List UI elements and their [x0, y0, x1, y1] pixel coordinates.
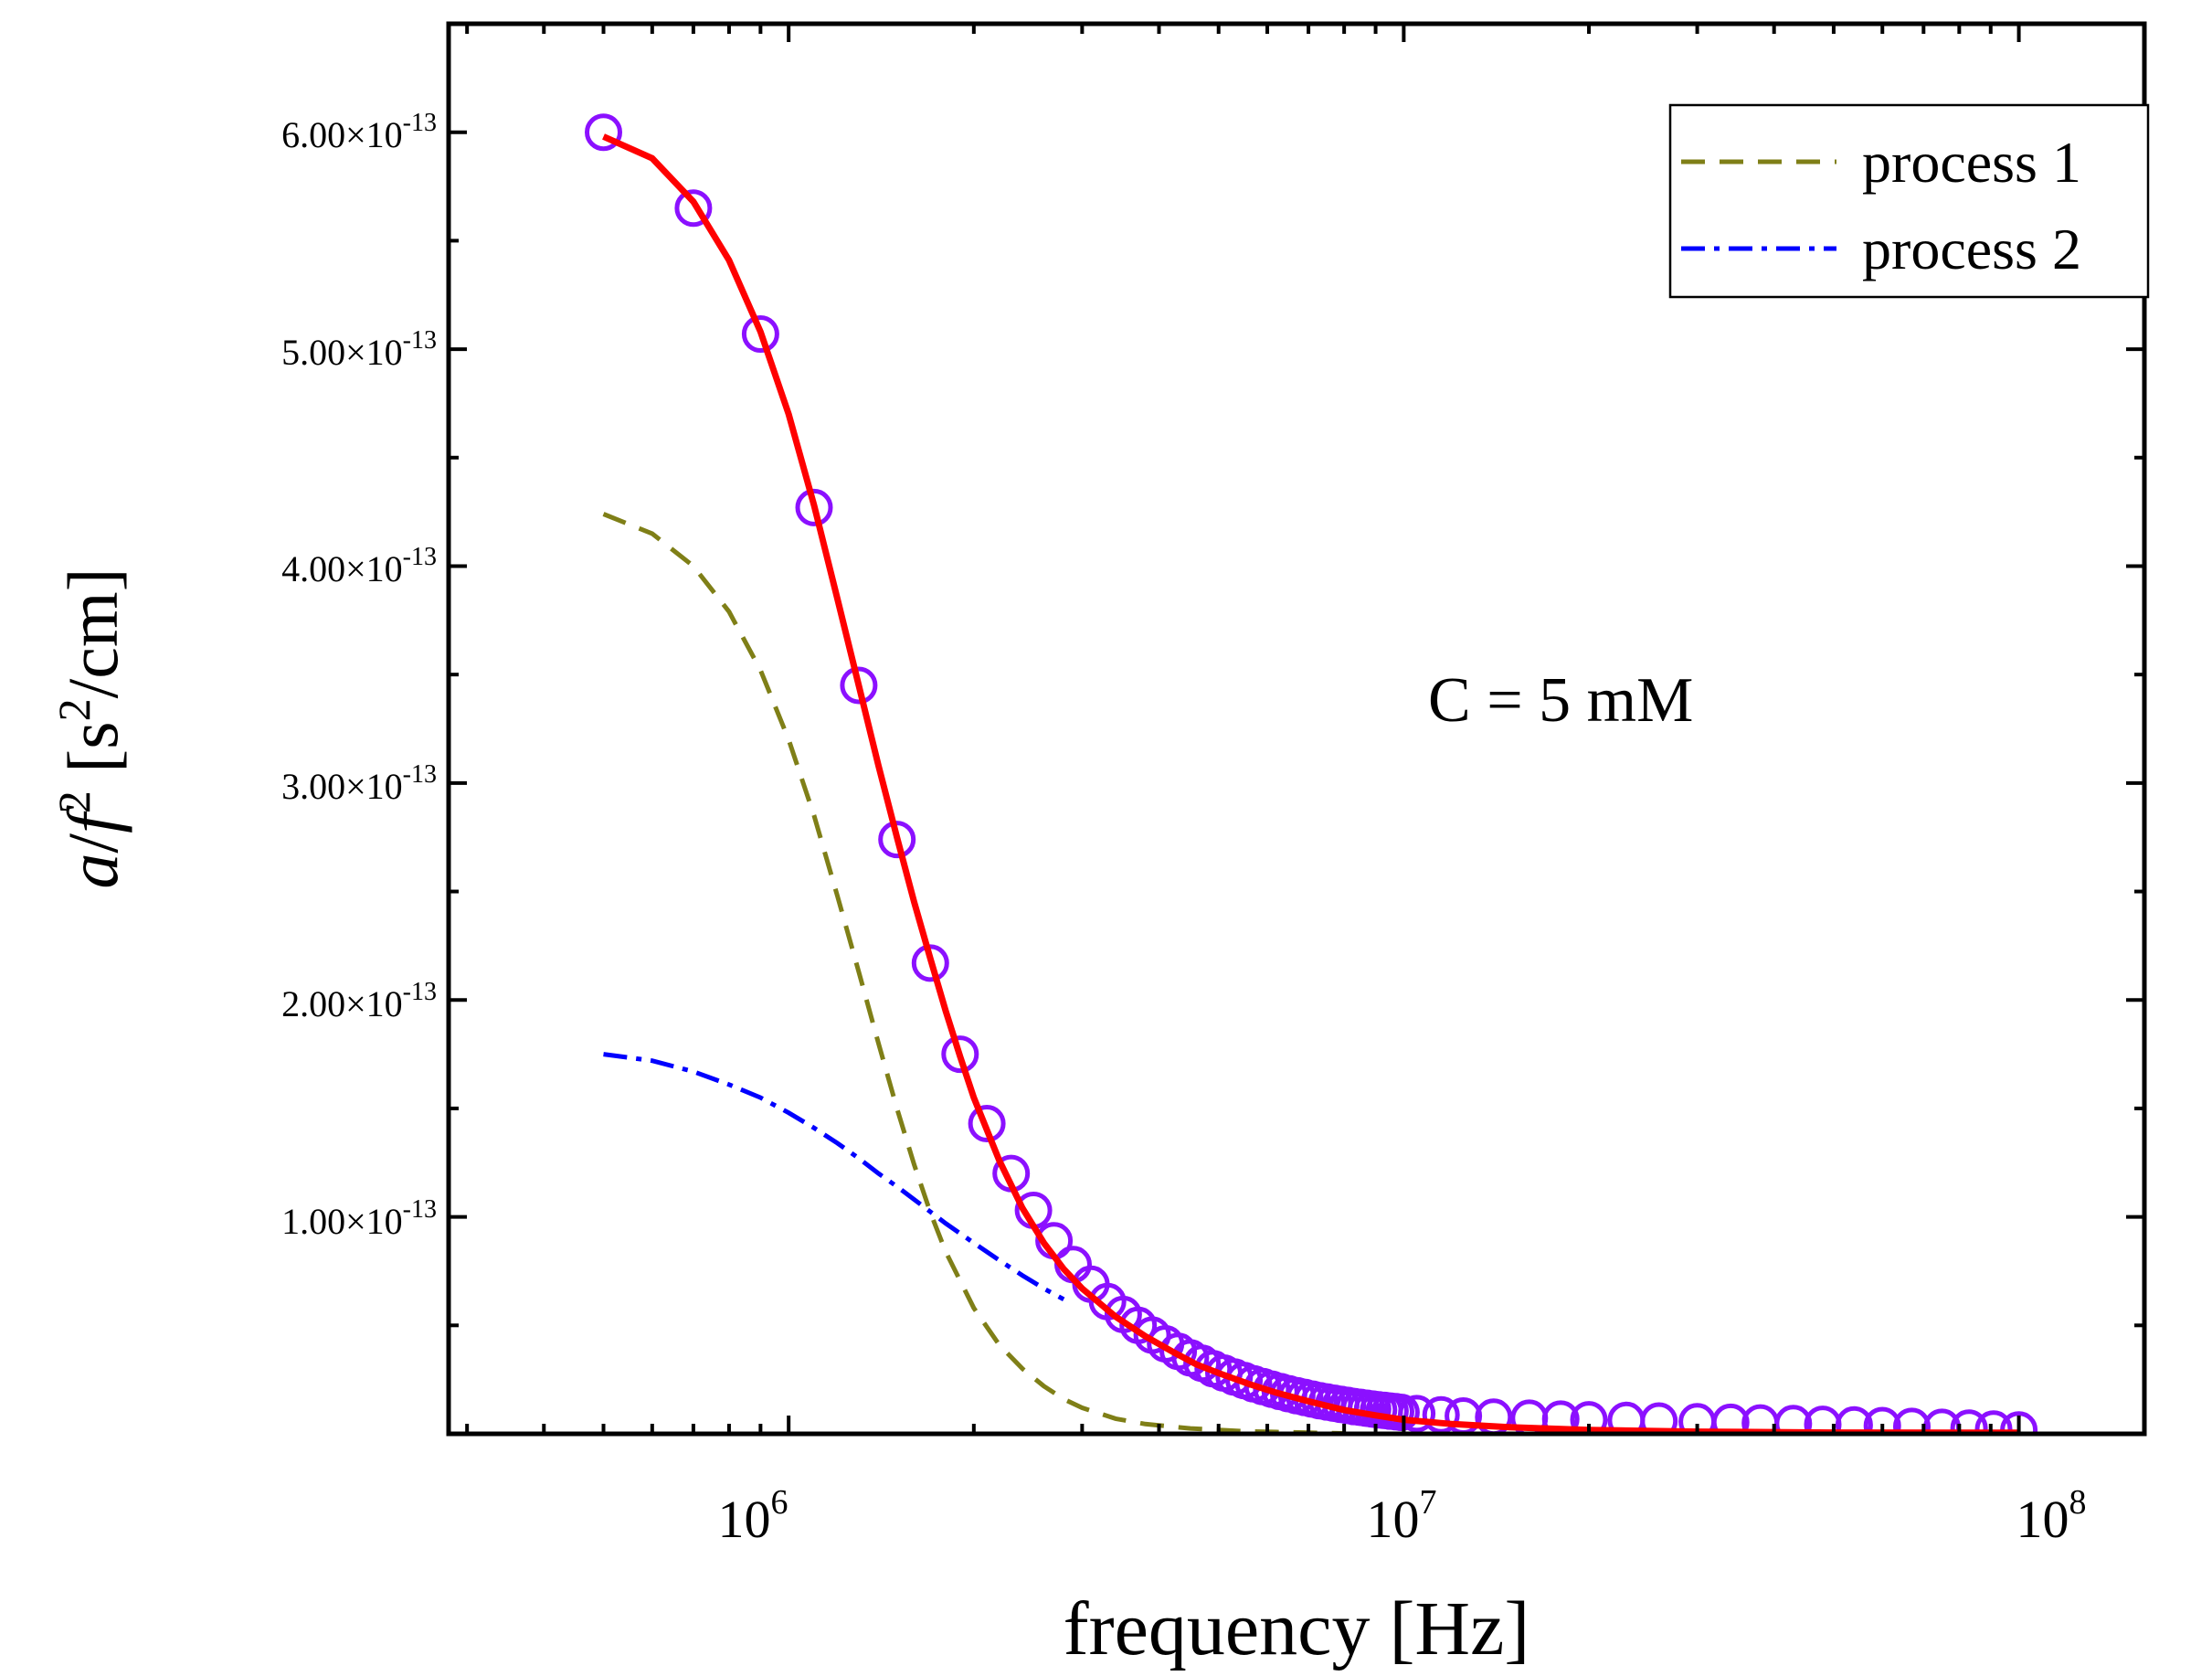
plot-frame [446, 21, 2147, 1437]
legend-label-process-2: process 2 [1862, 217, 2081, 281]
y-label-slash: / [53, 833, 132, 854]
data-point [1950, 1409, 1988, 1434]
y-tick-label: 2.00×10-13 [281, 978, 437, 1024]
y-tick-exponent: -13 [403, 760, 437, 789]
x-tick-base: 10 [718, 1490, 771, 1549]
data-point [1570, 1401, 1608, 1434]
data-point [878, 821, 916, 859]
x-tick-exponent: 7 [1420, 1483, 1437, 1522]
y-tick-mantissa: 3.00×10 [281, 766, 403, 807]
y-tick-exponent: -13 [403, 109, 437, 137]
data-point [1774, 1405, 1813, 1434]
y-tick-label: 6.00×10-13 [281, 109, 437, 155]
y-tick-mantissa: 6.00×10 [281, 114, 403, 155]
data-point [1541, 1400, 1580, 1434]
x-tick-base: 10 [2016, 1490, 2069, 1549]
y-axis-ticks [449, 130, 2144, 1328]
y-tick-exponent: -13 [403, 978, 437, 1006]
data-point [1422, 1395, 1460, 1434]
y-tick-label: 3.00×10-13 [281, 760, 437, 807]
data-point [941, 1035, 979, 1074]
x-tick-exponent: 6 [771, 1483, 788, 1522]
data-point [585, 113, 622, 152]
y-tick-mantissa: 1.00×10 [281, 1201, 403, 1242]
data-point [795, 488, 833, 526]
y-tick-label: 1.00×10-13 [281, 1195, 437, 1242]
x-tick-exponent: 8 [2069, 1483, 2087, 1522]
x-tick-label: 106 [718, 1483, 788, 1549]
process-2-line [603, 1052, 1065, 1301]
y-label-a: a [53, 854, 132, 889]
x-tick-base: 10 [1367, 1490, 1420, 1549]
data-point [741, 315, 779, 353]
data-point [1381, 1394, 1420, 1431]
data-point [840, 666, 878, 705]
y-axis-label: a/f2 [s2/cm] [48, 568, 132, 888]
data-point [1640, 1402, 1678, 1434]
series-layer [585, 113, 2038, 1434]
y-tick-exponent: -13 [403, 543, 437, 571]
data-point [1711, 1403, 1750, 1434]
data-point [911, 944, 949, 982]
fit-line [602, 133, 2019, 1434]
data-point [1863, 1406, 1901, 1434]
data-point [968, 1105, 1006, 1142]
concentration-annotation: C = 5 mM [1428, 665, 1693, 736]
y-tick-exponent: -13 [403, 1195, 437, 1224]
y-tick-mantissa: 4.00×10 [281, 548, 403, 589]
x-tick-label: 108 [2016, 1483, 2087, 1549]
legend-label-process-1: process 1 [1862, 130, 2081, 195]
legend-box [1668, 103, 2150, 299]
y-label-s-exponent: 2 [48, 698, 100, 721]
legend: process 1 process 2 [1668, 103, 2150, 299]
y-tick-mantissa: 2.00×10 [281, 983, 403, 1024]
data-point [1893, 1407, 1931, 1434]
data-point [1398, 1395, 1436, 1433]
y-tick-mantissa: 5.00×10 [281, 332, 403, 373]
data-point [1974, 1410, 2013, 1434]
y-tick-exponent: -13 [403, 326, 437, 355]
data-point [674, 189, 713, 228]
data-point [1835, 1406, 1873, 1434]
y-tick-label: 5.00×10-13 [281, 326, 437, 373]
x-tick-label: 107 [1367, 1483, 1437, 1549]
x-axis-ticks [465, 24, 2021, 1434]
process-1-line [602, 512, 1345, 1434]
x-axis-label: frequency [Hz] [1064, 1586, 1530, 1671]
y-label-unit-rest: /cm] [53, 568, 132, 698]
y-label-f-exponent: 2 [48, 790, 100, 813]
y-label-unit-open: [s [53, 721, 132, 790]
y-tick-label: 4.00×10-13 [281, 543, 437, 589]
